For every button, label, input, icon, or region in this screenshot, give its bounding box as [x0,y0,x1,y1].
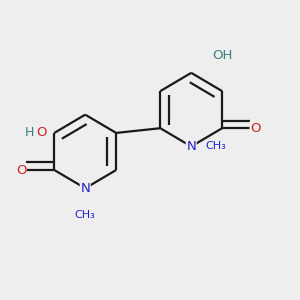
Text: O: O [36,126,47,140]
Text: CH₃: CH₃ [75,210,96,220]
Text: N: N [186,140,196,153]
Text: O: O [16,164,26,176]
Text: N: N [80,182,90,195]
Text: OH: OH [212,49,232,62]
Text: O: O [250,122,261,135]
Text: H: H [25,126,34,140]
Text: CH₃: CH₃ [206,142,226,152]
